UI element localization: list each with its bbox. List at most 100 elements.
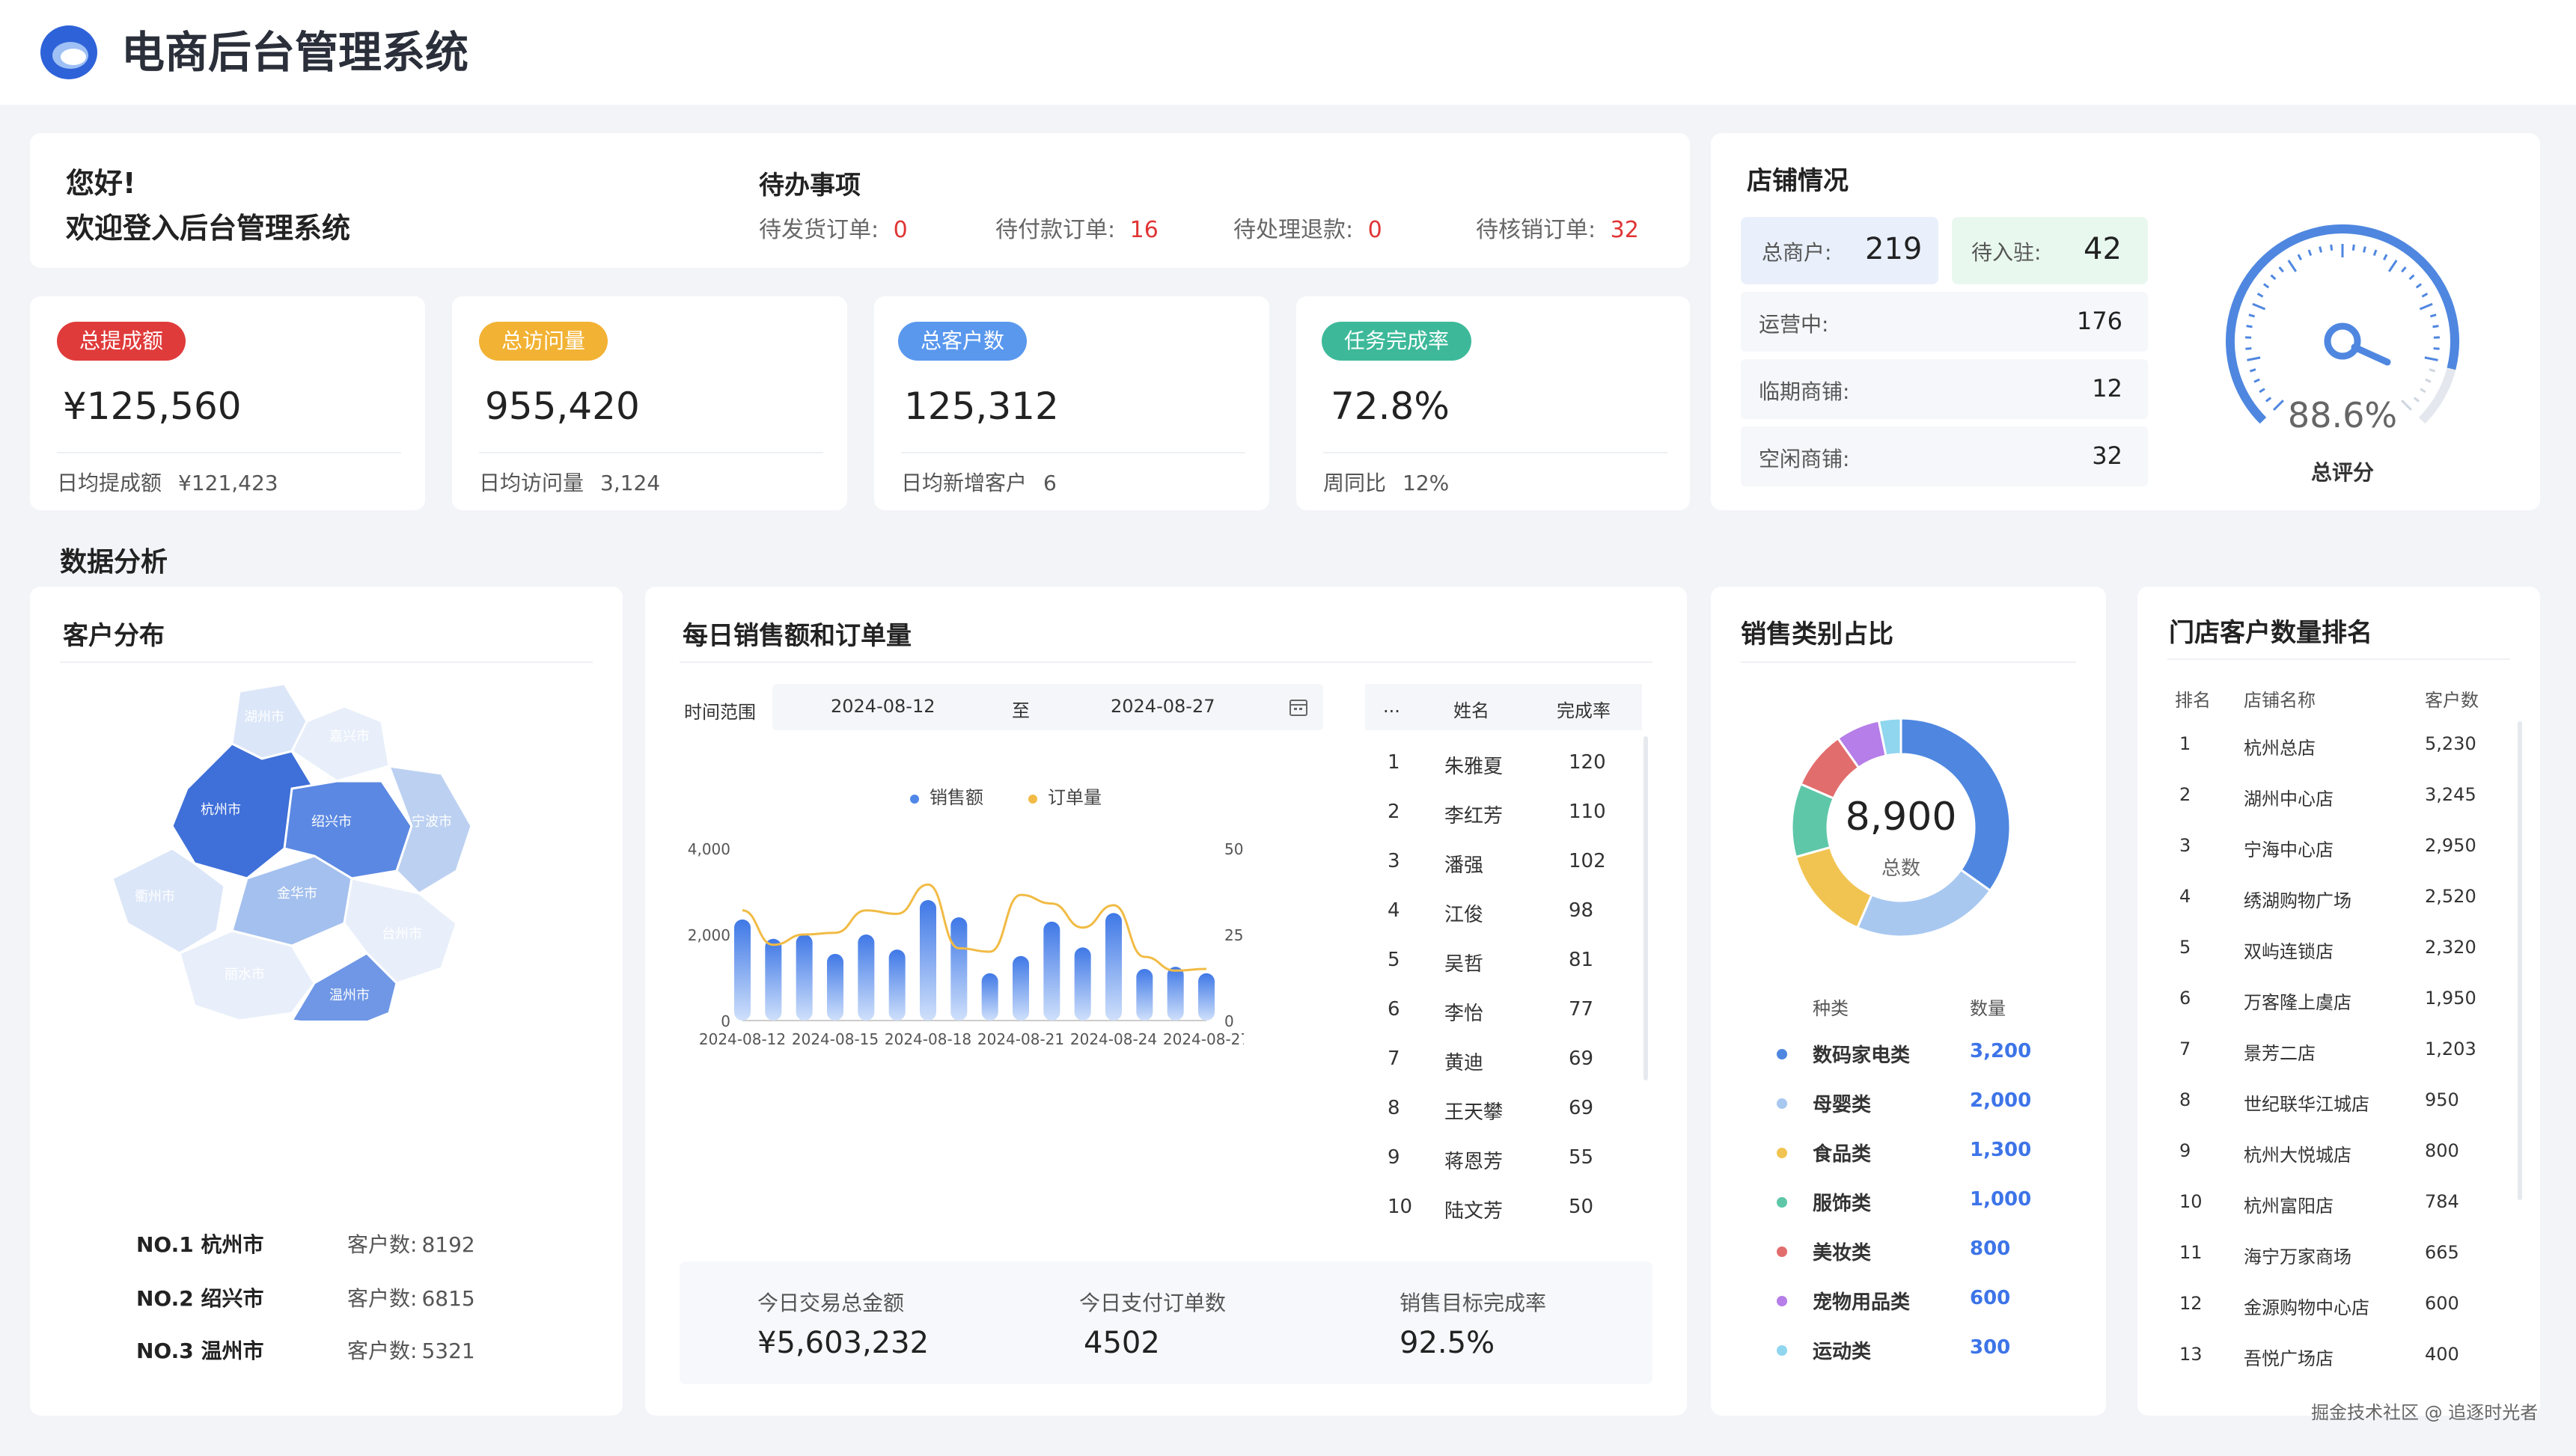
- completion-table: ... 姓名 完成率 1 朱雅夏 120 2 李红芳 110 3 潘强 102 4 江俊 98 5 吴哲 8…: [1365, 684, 1649, 1223]
- date-end[interactable]: 2024-08-27: [1111, 696, 1215, 717]
- donut-total-label: 总数: [1881, 857, 1920, 880]
- category-value: 1,000: [1970, 1188, 2032, 1211]
- category-donut[interactable]: [1789, 715, 2013, 940]
- kpi-value: 125,312: [904, 385, 1059, 428]
- kpi-badge: 总客户数: [898, 322, 1028, 361]
- y-left-tick: 0: [721, 1012, 730, 1030]
- x-tick-label: 2024-08-27: [1163, 1030, 1244, 1048]
- donut-slice[interactable]: [1899, 717, 2012, 893]
- gauge-label: 总评分: [2310, 460, 2374, 485]
- gauge-tick: [2278, 266, 2284, 273]
- sales-bar[interactable]: [1043, 921, 1060, 1021]
- store-rank-cell: 7: [2179, 1039, 2191, 1059]
- sales-bar[interactable]: [981, 973, 998, 1021]
- completion-cell: 120: [1569, 751, 1606, 774]
- sales-bar[interactable]: [920, 900, 936, 1021]
- store-rank-cell: 2,320: [2425, 937, 2476, 958]
- customer-dist-title: 客户分布: [63, 621, 165, 651]
- daily-sales-card: 每日销售额和订单量 时间范围 2024-08-12 至 2024-08-27 销…: [645, 587, 1687, 1416]
- completion-cell: 50: [1569, 1196, 1594, 1218]
- legend-sales[interactable]: 销售额: [910, 783, 983, 809]
- category-name: 运动类: [1813, 1341, 1872, 1363]
- todo-item-ship[interactable]: 待发货订单: 0: [759, 217, 908, 243]
- calendar-icon[interactable]: [1289, 697, 1308, 717]
- map-label-shaoxing: 绍兴市: [311, 814, 352, 830]
- category-color-dot: [1777, 1247, 1787, 1257]
- todo-item-verify[interactable]: 待核销订单: 32: [1476, 217, 1639, 243]
- region-rank-2-count: 客户数: 6815: [347, 1286, 475, 1311]
- sales-bar[interactable]: [1198, 973, 1215, 1021]
- summary-label-target: 销售目标完成率: [1400, 1291, 1547, 1315]
- welcome-hello: 您好!: [66, 167, 136, 200]
- sales-bar[interactable]: [765, 938, 782, 1021]
- section-title: 数据分析: [60, 547, 168, 578]
- sales-bar[interactable]: [858, 935, 875, 1021]
- completion-cell: 10: [1388, 1196, 1413, 1218]
- store-rank-cell: 600: [2425, 1293, 2459, 1314]
- completion-table-scrollbar[interactable]: [1643, 736, 1648, 1080]
- summary-value-orders: 4502: [1084, 1326, 1160, 1360]
- sales-bar[interactable]: [1013, 955, 1029, 1021]
- todo-item-pay[interactable]: 待付款订单: 16: [995, 217, 1159, 243]
- sales-bar[interactable]: [1074, 947, 1091, 1021]
- sales-bar[interactable]: [1167, 967, 1184, 1021]
- rank-table-scrollbar[interactable]: [2518, 721, 2522, 1200]
- completion-cell: 2: [1388, 801, 1400, 823]
- col-header-rate: 完成率: [1557, 700, 1611, 721]
- store-rank-cell: 5: [2179, 937, 2191, 958]
- gauge-tick: [2246, 325, 2253, 328]
- store-title: 店铺情况: [1747, 166, 1849, 196]
- gauge-tick: [2425, 378, 2432, 383]
- map-region-taizhou[interactable]: [343, 877, 458, 985]
- gauge-tick: [2430, 313, 2437, 318]
- completion-cell: 江俊: [1444, 904, 1484, 926]
- category-value: 600: [1970, 1287, 2011, 1309]
- gauge-tick: [2432, 325, 2439, 328]
- date-range-picker[interactable]: 2024-08-12 至 2024-08-27: [772, 684, 1323, 730]
- store-rank-cell: 950: [2425, 1089, 2459, 1110]
- map-region-quzhou[interactable]: [111, 847, 226, 955]
- completion-cell: 69: [1569, 1097, 1594, 1119]
- sales-bar[interactable]: [827, 953, 843, 1021]
- sales-bar[interactable]: [796, 935, 813, 1021]
- gauge-tick: [2252, 302, 2266, 311]
- region-rank-1-count: 客户数: 8192: [347, 1232, 475, 1257]
- map-region-lishui[interactable]: [178, 929, 316, 1021]
- donut-slice[interactable]: [1877, 717, 1902, 757]
- category-color-dot: [1777, 1148, 1787, 1158]
- completion-cell: 王天攀: [1444, 1101, 1504, 1124]
- sales-bar[interactable]: [1105, 913, 1122, 1021]
- store-rank-cell: 1,203: [2425, 1039, 2476, 1059]
- map-region-wenzhou[interactable]: [290, 952, 398, 1021]
- legend-orders[interactable]: 订单量: [1028, 783, 1102, 809]
- sales-bar[interactable]: [888, 949, 906, 1021]
- kpi-badge: 总提成额: [57, 322, 186, 361]
- region-rank-2: NO.2 绍兴市: [136, 1286, 264, 1311]
- summary-value-amount: ¥5,603,232: [757, 1326, 930, 1360]
- completion-cell: 蒋恩芳: [1444, 1151, 1504, 1173]
- store-rank-cell: 杭州大悦城店: [2244, 1145, 2351, 1166]
- y-left-tick: 4,000: [688, 840, 730, 858]
- store-rank-cell: 1,950: [2425, 988, 2476, 1009]
- app-header: 电商后台管理系统: [0, 0, 2576, 105]
- gauge-tick: [2420, 388, 2426, 394]
- todo-item-refund[interactable]: 待处理退款: 0: [1233, 217, 1382, 243]
- map-region-ningbo[interactable]: [387, 765, 473, 895]
- gauge-tick: [2387, 260, 2398, 272]
- zhejiang-map[interactable]: 湖州市 嘉兴市 杭州市 绍兴市 宁波市 衢州市 金华市 台州市 丽水市 温州市: [67, 676, 606, 1021]
- kpi-card-completion: 任务完成率 72.8% 周同比 12%: [1296, 296, 1690, 510]
- gauge-tick: [2273, 400, 2284, 411]
- date-range-label: 时间范围: [684, 702, 756, 723]
- orders-line[interactable]: [742, 883, 1207, 972]
- store-rank-cell: 13: [2179, 1344, 2203, 1365]
- sales-bar[interactable]: [950, 917, 968, 1021]
- gauge-tick: [2265, 397, 2272, 403]
- date-start[interactable]: 2024-08-12: [831, 696, 936, 717]
- sales-orders-chart: 0 2,000 4,000 0 250 500 2024-08-12 2024-08-15 20…: [688, 840, 1244, 1048]
- sales-bar[interactable]: [1136, 969, 1153, 1021]
- summary-label-orders: 今日支付订单数: [1079, 1291, 1227, 1315]
- gauge-tick: [2247, 356, 2261, 361]
- sales-bar[interactable]: [734, 919, 751, 1021]
- category-name: 母婴类: [1813, 1094, 1872, 1116]
- gauge-tick: [2415, 283, 2423, 289]
